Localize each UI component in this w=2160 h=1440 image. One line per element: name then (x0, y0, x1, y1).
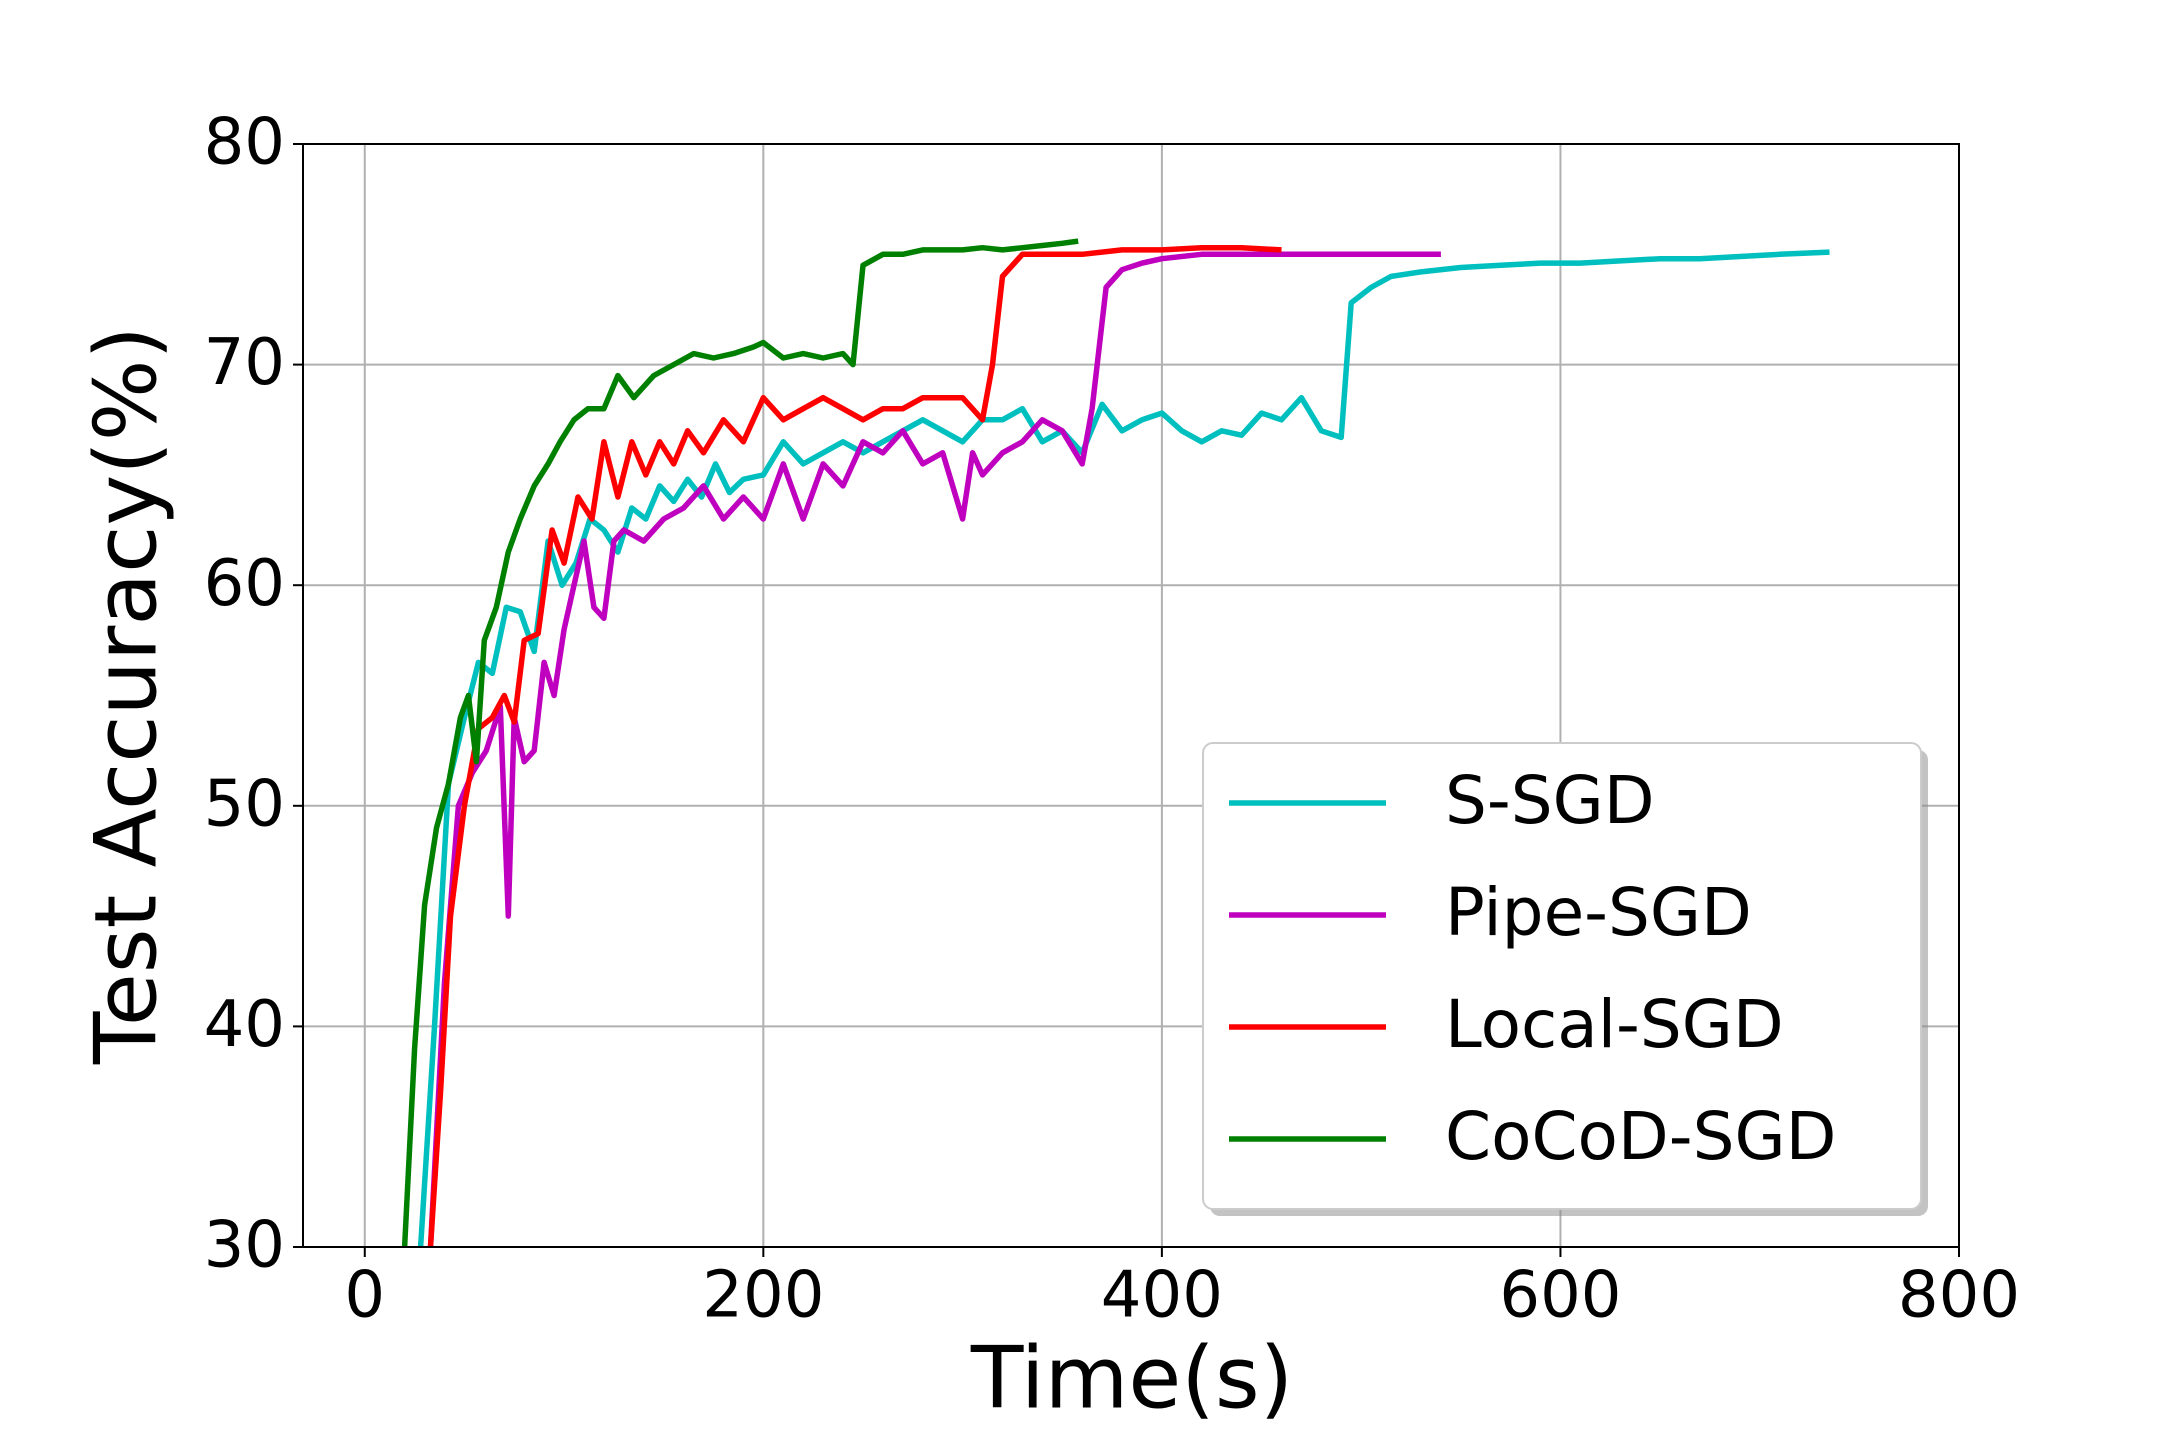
series-line (427, 244, 1282, 1247)
legend-label: S-SGD (1445, 762, 1655, 839)
x-tick-label: 400 (1101, 1259, 1223, 1333)
ticks: 0 200 400 600 800 30 40 50 60 70 80 (204, 106, 2021, 1333)
legend: S-SGD Pipe-SGD Local-SGD CoCoD-SGD (1202, 742, 1928, 1216)
y-tick-label: 70 (204, 326, 285, 400)
x-tick-label: 0 (344, 1259, 385, 1333)
plot-lines (401, 238, 1830, 1247)
y-tick-label: 50 (204, 767, 285, 841)
x-tick-label: 600 (1499, 1259, 1621, 1333)
legend-box (1202, 742, 1922, 1210)
x-tick-label: 200 (702, 1259, 824, 1333)
plot-frame (302, 143, 1960, 1248)
series-line (427, 251, 1441, 1247)
x-axis-label: Time(s) (970, 1328, 1293, 1428)
legend-label: Local-SGD (1445, 986, 1784, 1063)
y-axis-label: Test Accuracy(%) (76, 326, 176, 1065)
series-line (401, 238, 1079, 1247)
x-tick-label: 800 (1898, 1259, 2020, 1333)
y-tick-label: 60 (204, 547, 285, 621)
legend-label: CoCoD-SGD (1445, 1098, 1836, 1175)
legend-label: Pipe-SGD (1445, 874, 1752, 951)
y-tick-label: 30 (204, 1209, 285, 1283)
y-tick-label: 80 (204, 106, 285, 180)
y-tick-label: 40 (204, 988, 285, 1062)
